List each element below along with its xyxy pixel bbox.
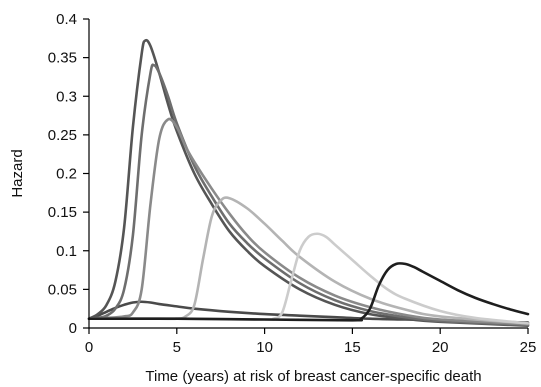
x-tick-label: 10	[256, 339, 273, 356]
x-tick-label: 25	[520, 339, 537, 356]
x-tick-label: 15	[344, 339, 361, 356]
x-tick-label: 20	[432, 339, 449, 356]
x-tick-label: 0	[85, 339, 93, 356]
series-layer	[87, 38, 530, 327]
y-tick-label: 0.35	[48, 50, 77, 67]
y-tick-label: 0.2	[56, 166, 77, 183]
hazard-curve-2	[87, 38, 530, 327]
y-tick-label: 0.25	[48, 127, 77, 144]
y-axis-title: Hazard	[9, 149, 26, 197]
hazard-curve-7	[87, 261, 530, 322]
x-axis-title: Time (years) at risk of breast cancer-sp…	[145, 368, 481, 385]
y-tick-label: 0.05	[48, 281, 77, 298]
y-tick-label: 0.4	[56, 11, 77, 28]
hazard-curve-3	[87, 63, 530, 327]
y-tick-label: 0.1	[56, 243, 77, 260]
hazard-curve-6	[87, 232, 530, 325]
y-tick-label: 0.15	[48, 204, 77, 221]
y-tick-label: 0.3	[56, 88, 77, 105]
x-tick-label: 5	[173, 339, 181, 356]
y-axis-ticks: 0 0.05 0.1 0.15 0.2 0.25 0.3 0.35 0.4	[48, 11, 89, 337]
hazard-curve-4	[87, 117, 530, 326]
y-tick-label: 0	[69, 320, 77, 337]
x-axis-ticks: 0 5 10 15 20 25	[85, 328, 537, 356]
